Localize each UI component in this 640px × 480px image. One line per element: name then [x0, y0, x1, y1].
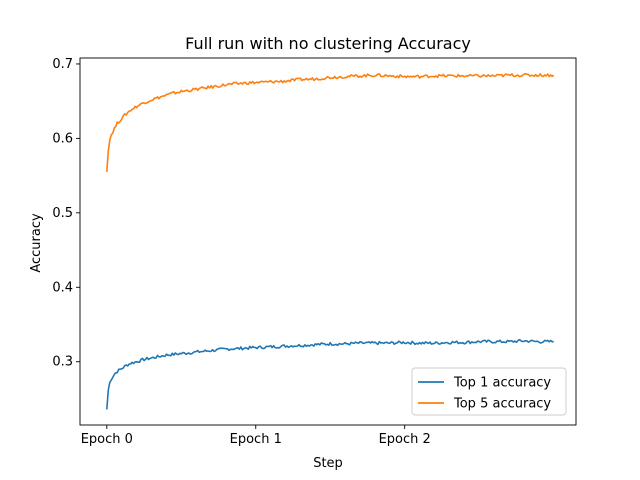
y-tick-label: 0.5: [52, 206, 73, 221]
y-axis-label: Accuracy: [29, 213, 44, 273]
series-line-1: [106, 338, 554, 410]
x-axis-label: Step: [313, 456, 343, 471]
y-tick-label: 0.4: [52, 280, 73, 295]
y-tick-label: 0.7: [52, 57, 73, 72]
legend-box: [411, 367, 567, 416]
legend-label-2: Top 5 accuracy: [453, 397, 551, 412]
x-tick-label: Epoch 2: [379, 432, 431, 447]
x-tick-label: Epoch 1: [230, 432, 282, 447]
x-tick-label: Epoch 0: [81, 432, 133, 447]
y-tick-label: 0.3: [52, 355, 73, 370]
y-tick-label: 0.6: [52, 131, 73, 146]
axes-frame: [79, 57, 577, 426]
chart-title: Full run with no clustering Accuracy: [185, 34, 471, 53]
plot-area: 0.3 0.4 0.5 0.6 0.7 Epoch 0 Epoch 1 Epoch 2 Top …: [52, 57, 577, 447]
legend-label-1: Top 1 accuracy: [453, 376, 551, 391]
series-line-2: [106, 72, 555, 172]
